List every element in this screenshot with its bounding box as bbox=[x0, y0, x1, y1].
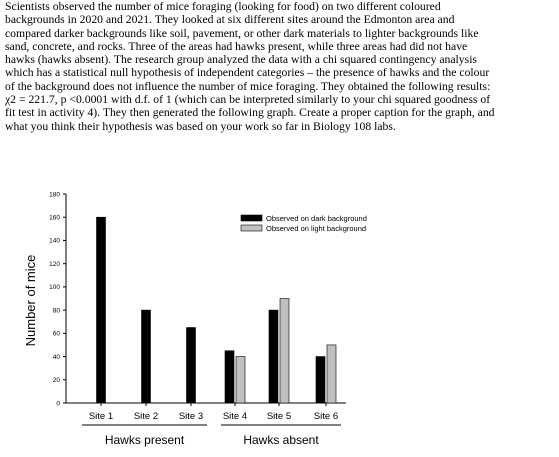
x-tick-label: Site 4 bbox=[223, 411, 247, 422]
bar-light-site6 bbox=[326, 344, 337, 404]
y-axis-label: Number of mice bbox=[23, 255, 38, 347]
question-line: χ2 = 221.7, p <0.0001 with d.f. of 1 (wh… bbox=[5, 93, 491, 107]
bar-dark-site6 bbox=[315, 356, 326, 404]
y-tick-label: 180 bbox=[49, 191, 60, 198]
y-tick-label: 160 bbox=[49, 215, 60, 222]
y-tick-label: 140 bbox=[49, 238, 60, 245]
x-tick-label: Site 2 bbox=[134, 411, 158, 422]
x-tick-label: Site 5 bbox=[267, 411, 291, 422]
x-tick-label: Site 1 bbox=[89, 411, 113, 422]
question-line: compared darker backgrounds like soil, p… bbox=[5, 26, 479, 40]
x-tick-label: Site 6 bbox=[314, 411, 338, 422]
bar-dark-site5 bbox=[268, 309, 279, 404]
y-tick-label: 100 bbox=[49, 284, 60, 291]
y-tick-label: 60 bbox=[53, 331, 61, 338]
bar-dark-site2 bbox=[141, 309, 151, 404]
legend-swatch bbox=[240, 214, 263, 222]
chart-bars bbox=[96, 216, 337, 404]
legend-label: Observed on dark background bbox=[266, 214, 367, 223]
question-line: sand, concrete, and rocks. Three of the … bbox=[5, 39, 468, 53]
question-line: of the background does not influence the… bbox=[5, 79, 491, 93]
y-tick-label: 120 bbox=[49, 261, 60, 268]
question-line: which has a statistical null hypothesis … bbox=[5, 66, 490, 80]
y-tick-label: 0 bbox=[56, 400, 60, 407]
question-line: fit test in activity 4). They then gener… bbox=[5, 106, 495, 120]
bar-dark-site1 bbox=[96, 216, 106, 404]
y-tick-label: 20 bbox=[53, 377, 61, 384]
chart-axes: 0 20 40 60 80 100 120 140 160 180 Number of mice Si… bbox=[23, 191, 346, 447]
y-tick-label: 40 bbox=[53, 354, 61, 361]
legend-label: Observed on light background bbox=[266, 224, 366, 233]
x-tick-label: Site 3 bbox=[179, 411, 203, 422]
legend-swatch bbox=[240, 224, 263, 232]
group-label: Hawks absent bbox=[243, 433, 319, 447]
group-label: Hawks present bbox=[105, 433, 185, 447]
question-text: Scientists observed the number of mice f… bbox=[5, 0, 555, 133]
y-tick-label: 80 bbox=[53, 307, 61, 314]
question-line: hawks (hawks absent). The research group… bbox=[5, 53, 477, 67]
question-line: Scientists observed the number of mice f… bbox=[5, 0, 441, 13]
question-line: backgrounds in 2020 and 2021. They looke… bbox=[5, 13, 455, 27]
bar-dark-site4 bbox=[224, 350, 235, 404]
bar-dark-site3 bbox=[186, 327, 196, 404]
bar-light-site4 bbox=[235, 356, 246, 404]
bar-light-site5 bbox=[279, 298, 290, 404]
question-line: what you think their hypothesis was base… bbox=[5, 119, 396, 133]
